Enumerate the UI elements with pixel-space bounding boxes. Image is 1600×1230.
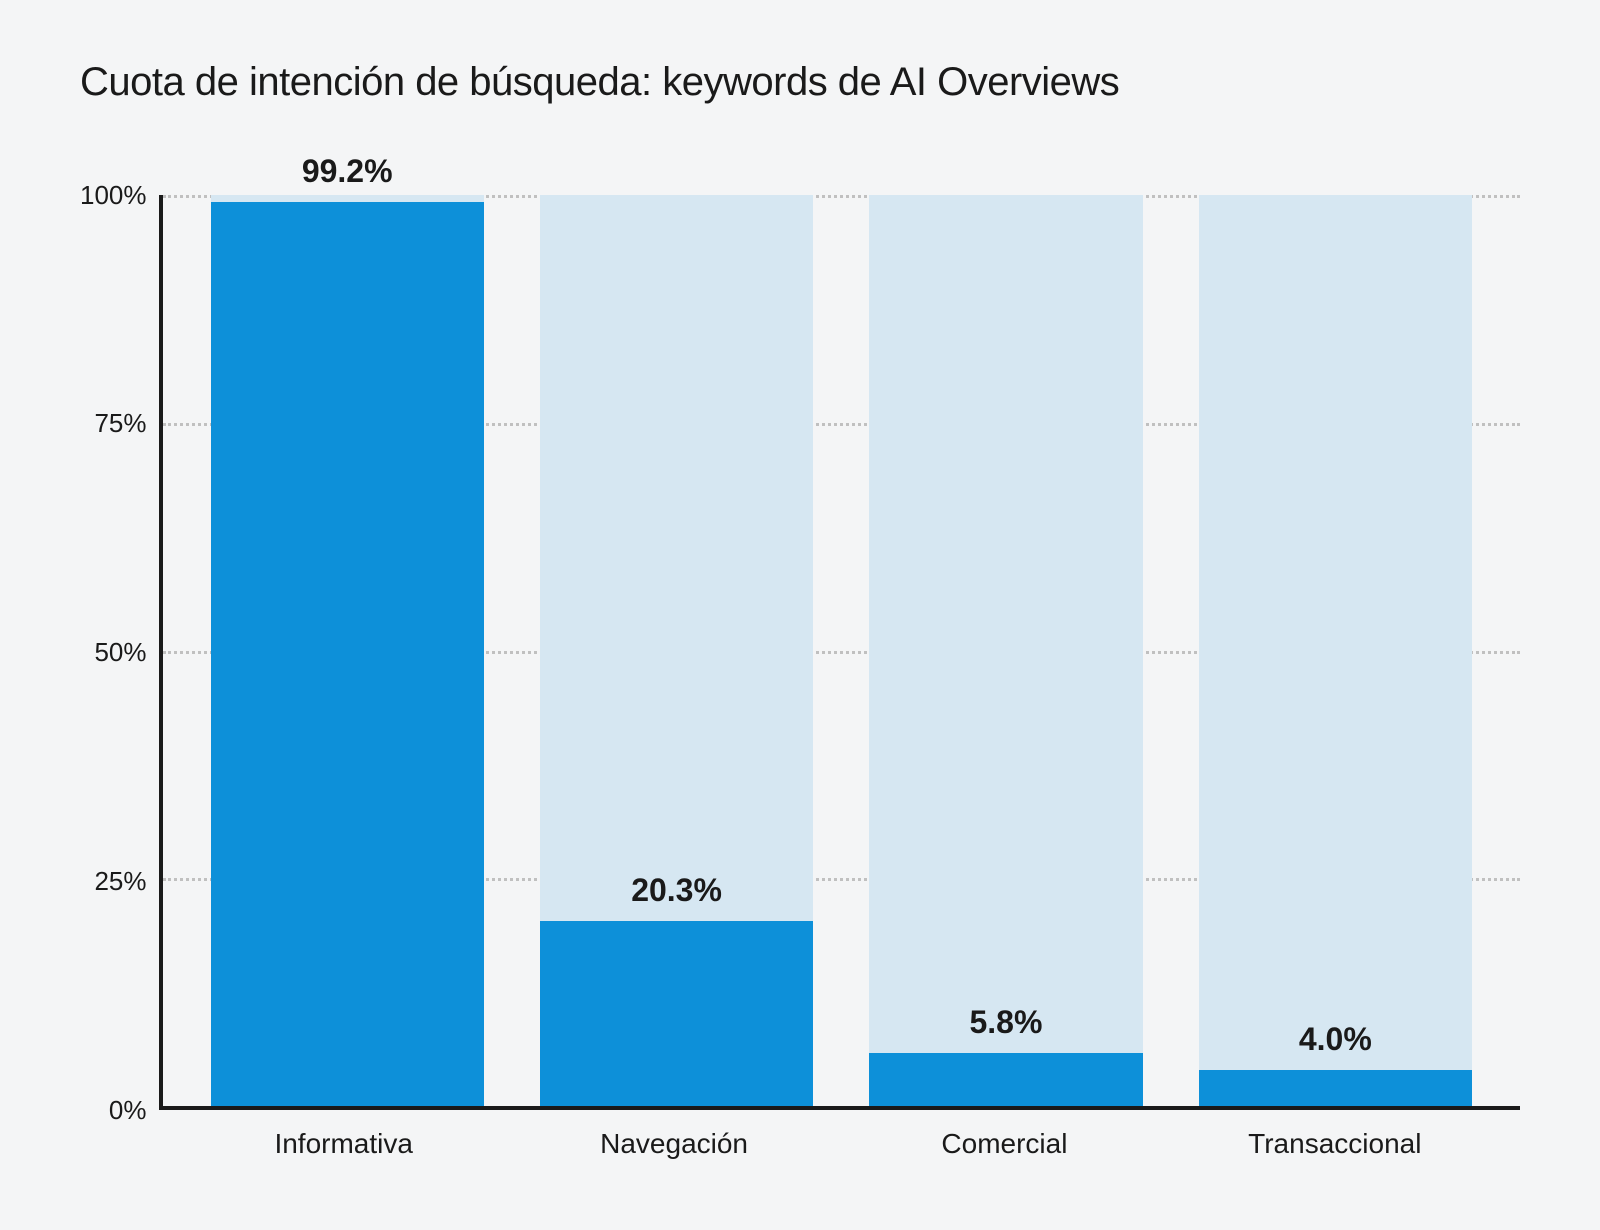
x-tick: Informativa [179, 1128, 509, 1170]
chart-container: Cuota de intención de búsqueda: keywords… [80, 60, 1520, 1170]
y-axis: 100% 75% 50% 25% 0% [80, 145, 159, 1170]
bar-value-label: 99.2% [302, 153, 393, 190]
x-tick: Transaccional [1170, 1128, 1500, 1170]
bar-background [869, 195, 1142, 1106]
plot-wrapper: 100% 75% 50% 25% 0% 99.2% 20.3% 5.8% 4.0% I… [80, 145, 1520, 1170]
x-axis: Informativa Navegación Comercial Transac… [159, 1110, 1521, 1170]
bar-value-label: 5.8% [969, 1004, 1042, 1041]
x-tick: Comercial [839, 1128, 1169, 1170]
grid-and-bars: 99.2% 20.3% 5.8% 4.0% [159, 195, 1521, 1110]
plot-area: 99.2% 20.3% 5.8% 4.0% Informativa Navegació… [159, 145, 1521, 1170]
bar-background [1199, 195, 1472, 1106]
bar [540, 921, 813, 1106]
bar-slot: 4.0% [1171, 195, 1500, 1106]
bar [869, 1053, 1142, 1106]
bar [211, 202, 484, 1106]
bar-value-label: 4.0% [1299, 1021, 1372, 1058]
chart-title: Cuota de intención de búsqueda: keywords… [80, 60, 1520, 105]
bar-slot: 99.2% [183, 195, 512, 1106]
bar-slot: 20.3% [512, 195, 841, 1106]
bar-value-label: 20.3% [631, 872, 722, 909]
bars-group: 99.2% 20.3% 5.8% 4.0% [163, 195, 1521, 1106]
x-tick: Navegación [509, 1128, 839, 1170]
bar-slot: 5.8% [841, 195, 1170, 1106]
bar [1199, 1070, 1472, 1106]
